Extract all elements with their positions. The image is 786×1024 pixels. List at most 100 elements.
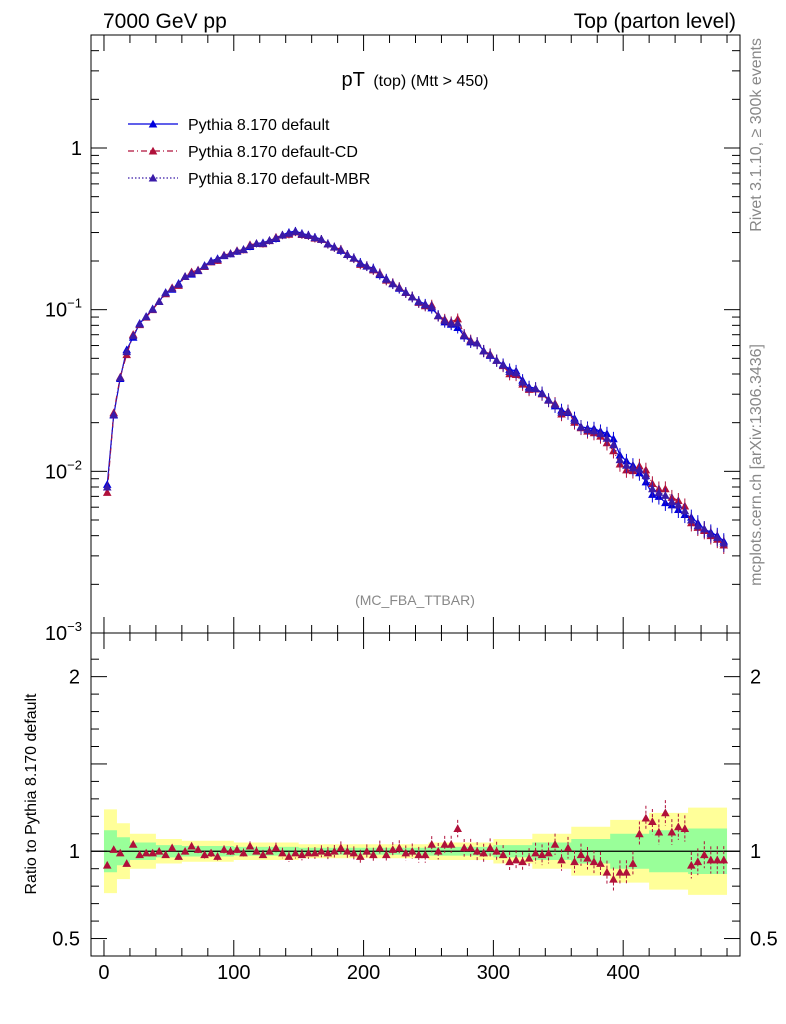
ratio-point	[602, 867, 612, 876]
legend-entry-2: Pythia 8.170 default-CD	[128, 144, 358, 161]
series-point	[628, 463, 638, 472]
y-tick-label-base: 10	[45, 623, 67, 645]
series-point	[446, 318, 456, 327]
series-point	[596, 429, 605, 438]
series-point	[102, 482, 112, 491]
x-tick-label: 300	[477, 962, 510, 984]
series-point	[200, 261, 209, 270]
ratio-point	[420, 850, 430, 859]
series-point	[622, 460, 631, 469]
series-point	[583, 425, 592, 434]
main-panel: 110−110−210−3 pT (top) (Mtt > 450) (MC_F…	[45, 34, 741, 645]
series-point	[239, 245, 248, 253]
ratio-point	[589, 857, 599, 866]
series-point	[511, 368, 521, 377]
ratio-point	[226, 846, 235, 855]
ratio-point	[252, 846, 261, 855]
series-point	[219, 251, 229, 259]
series-point	[317, 234, 326, 243]
series-point	[388, 279, 398, 288]
series-point	[343, 250, 352, 259]
series-point	[278, 230, 287, 239]
series-point	[654, 488, 664, 496]
series-point	[524, 383, 534, 392]
ratio-point	[375, 843, 385, 852]
series-point	[336, 245, 346, 254]
series-point	[492, 356, 501, 364]
ratio-ylabel: Ratio to Pythia 8.170 default	[23, 693, 40, 895]
series-point	[297, 229, 307, 238]
ratio-point	[544, 848, 553, 857]
ratio-point	[596, 859, 605, 867]
series-point	[531, 384, 540, 393]
ratio-point	[446, 839, 456, 848]
series-point	[414, 297, 424, 306]
ratio-point	[239, 848, 248, 857]
ratio-point	[466, 843, 475, 852]
ratio-point	[414, 850, 424, 859]
ratio-point	[213, 852, 222, 860]
ratio-x-axis: 0 100 200 300 400	[98, 633, 728, 984]
ratio-point	[537, 850, 547, 859]
ratio-point	[641, 813, 651, 822]
y-tick-label: 1	[69, 841, 80, 863]
ratio-point	[661, 808, 670, 817]
ratio-point	[115, 848, 125, 857]
ratio-point	[388, 845, 398, 853]
ratio-point	[407, 846, 417, 855]
ratio-point	[349, 848, 359, 857]
ratio-point	[148, 848, 157, 857]
plot-title-main: pT	[342, 69, 365, 91]
mcplots-label: mcplots.cern.ch [arXiv:1306.3436]	[748, 344, 765, 586]
series-point	[641, 471, 651, 480]
series-point	[148, 305, 157, 313]
y-tick-label-right: 1	[750, 841, 761, 863]
series-point	[700, 524, 709, 533]
series-point	[265, 236, 274, 244]
ratio-series-points	[102, 800, 729, 891]
ratio-point	[700, 850, 709, 859]
series-point	[232, 246, 242, 255]
legend-marker	[148, 119, 158, 128]
series-point	[193, 266, 203, 274]
ratio-point	[648, 817, 657, 826]
series-point	[128, 331, 138, 340]
series-point	[381, 275, 391, 283]
series-point	[252, 239, 261, 247]
series-point	[687, 515, 696, 524]
series-point	[570, 415, 579, 424]
ratio-point	[323, 848, 333, 857]
ratio-point	[381, 850, 391, 859]
ratio-point	[232, 845, 242, 853]
ratio-point	[304, 848, 313, 857]
series-point	[291, 227, 300, 235]
legend-label: Pythia 8.170 default-CD	[188, 144, 358, 161]
plot-title: pT (top) (Mtt > 450)	[342, 69, 489, 91]
series-point	[109, 410, 119, 418]
y-tick-label: 1	[71, 138, 82, 160]
ratio-point	[343, 846, 352, 855]
ratio-point	[174, 852, 183, 860]
series-point	[407, 292, 417, 301]
series-point	[518, 377, 527, 386]
legend-entry-3: Pythia 8.170 default-MBR	[128, 171, 370, 188]
legend-marker	[148, 173, 158, 182]
ratio-point	[401, 848, 411, 857]
ratio-point	[453, 824, 462, 832]
series-point	[154, 297, 164, 306]
y-tick-label: 2	[69, 667, 80, 689]
series-point	[557, 407, 566, 416]
x-tick-label: 200	[347, 962, 380, 984]
ratio-point	[122, 859, 131, 867]
ratio-point	[427, 839, 437, 848]
ratio-point	[362, 846, 372, 855]
ratio-point	[180, 846, 190, 855]
ratio-y-axis: 0.5 0.5 1 1 2 2	[52, 658, 778, 951]
series-point	[245, 241, 255, 250]
series-3	[102, 227, 729, 553]
ratio-point	[258, 850, 268, 859]
ratio-point	[394, 843, 404, 852]
ratio-point	[531, 848, 540, 857]
series-point	[680, 506, 690, 515]
